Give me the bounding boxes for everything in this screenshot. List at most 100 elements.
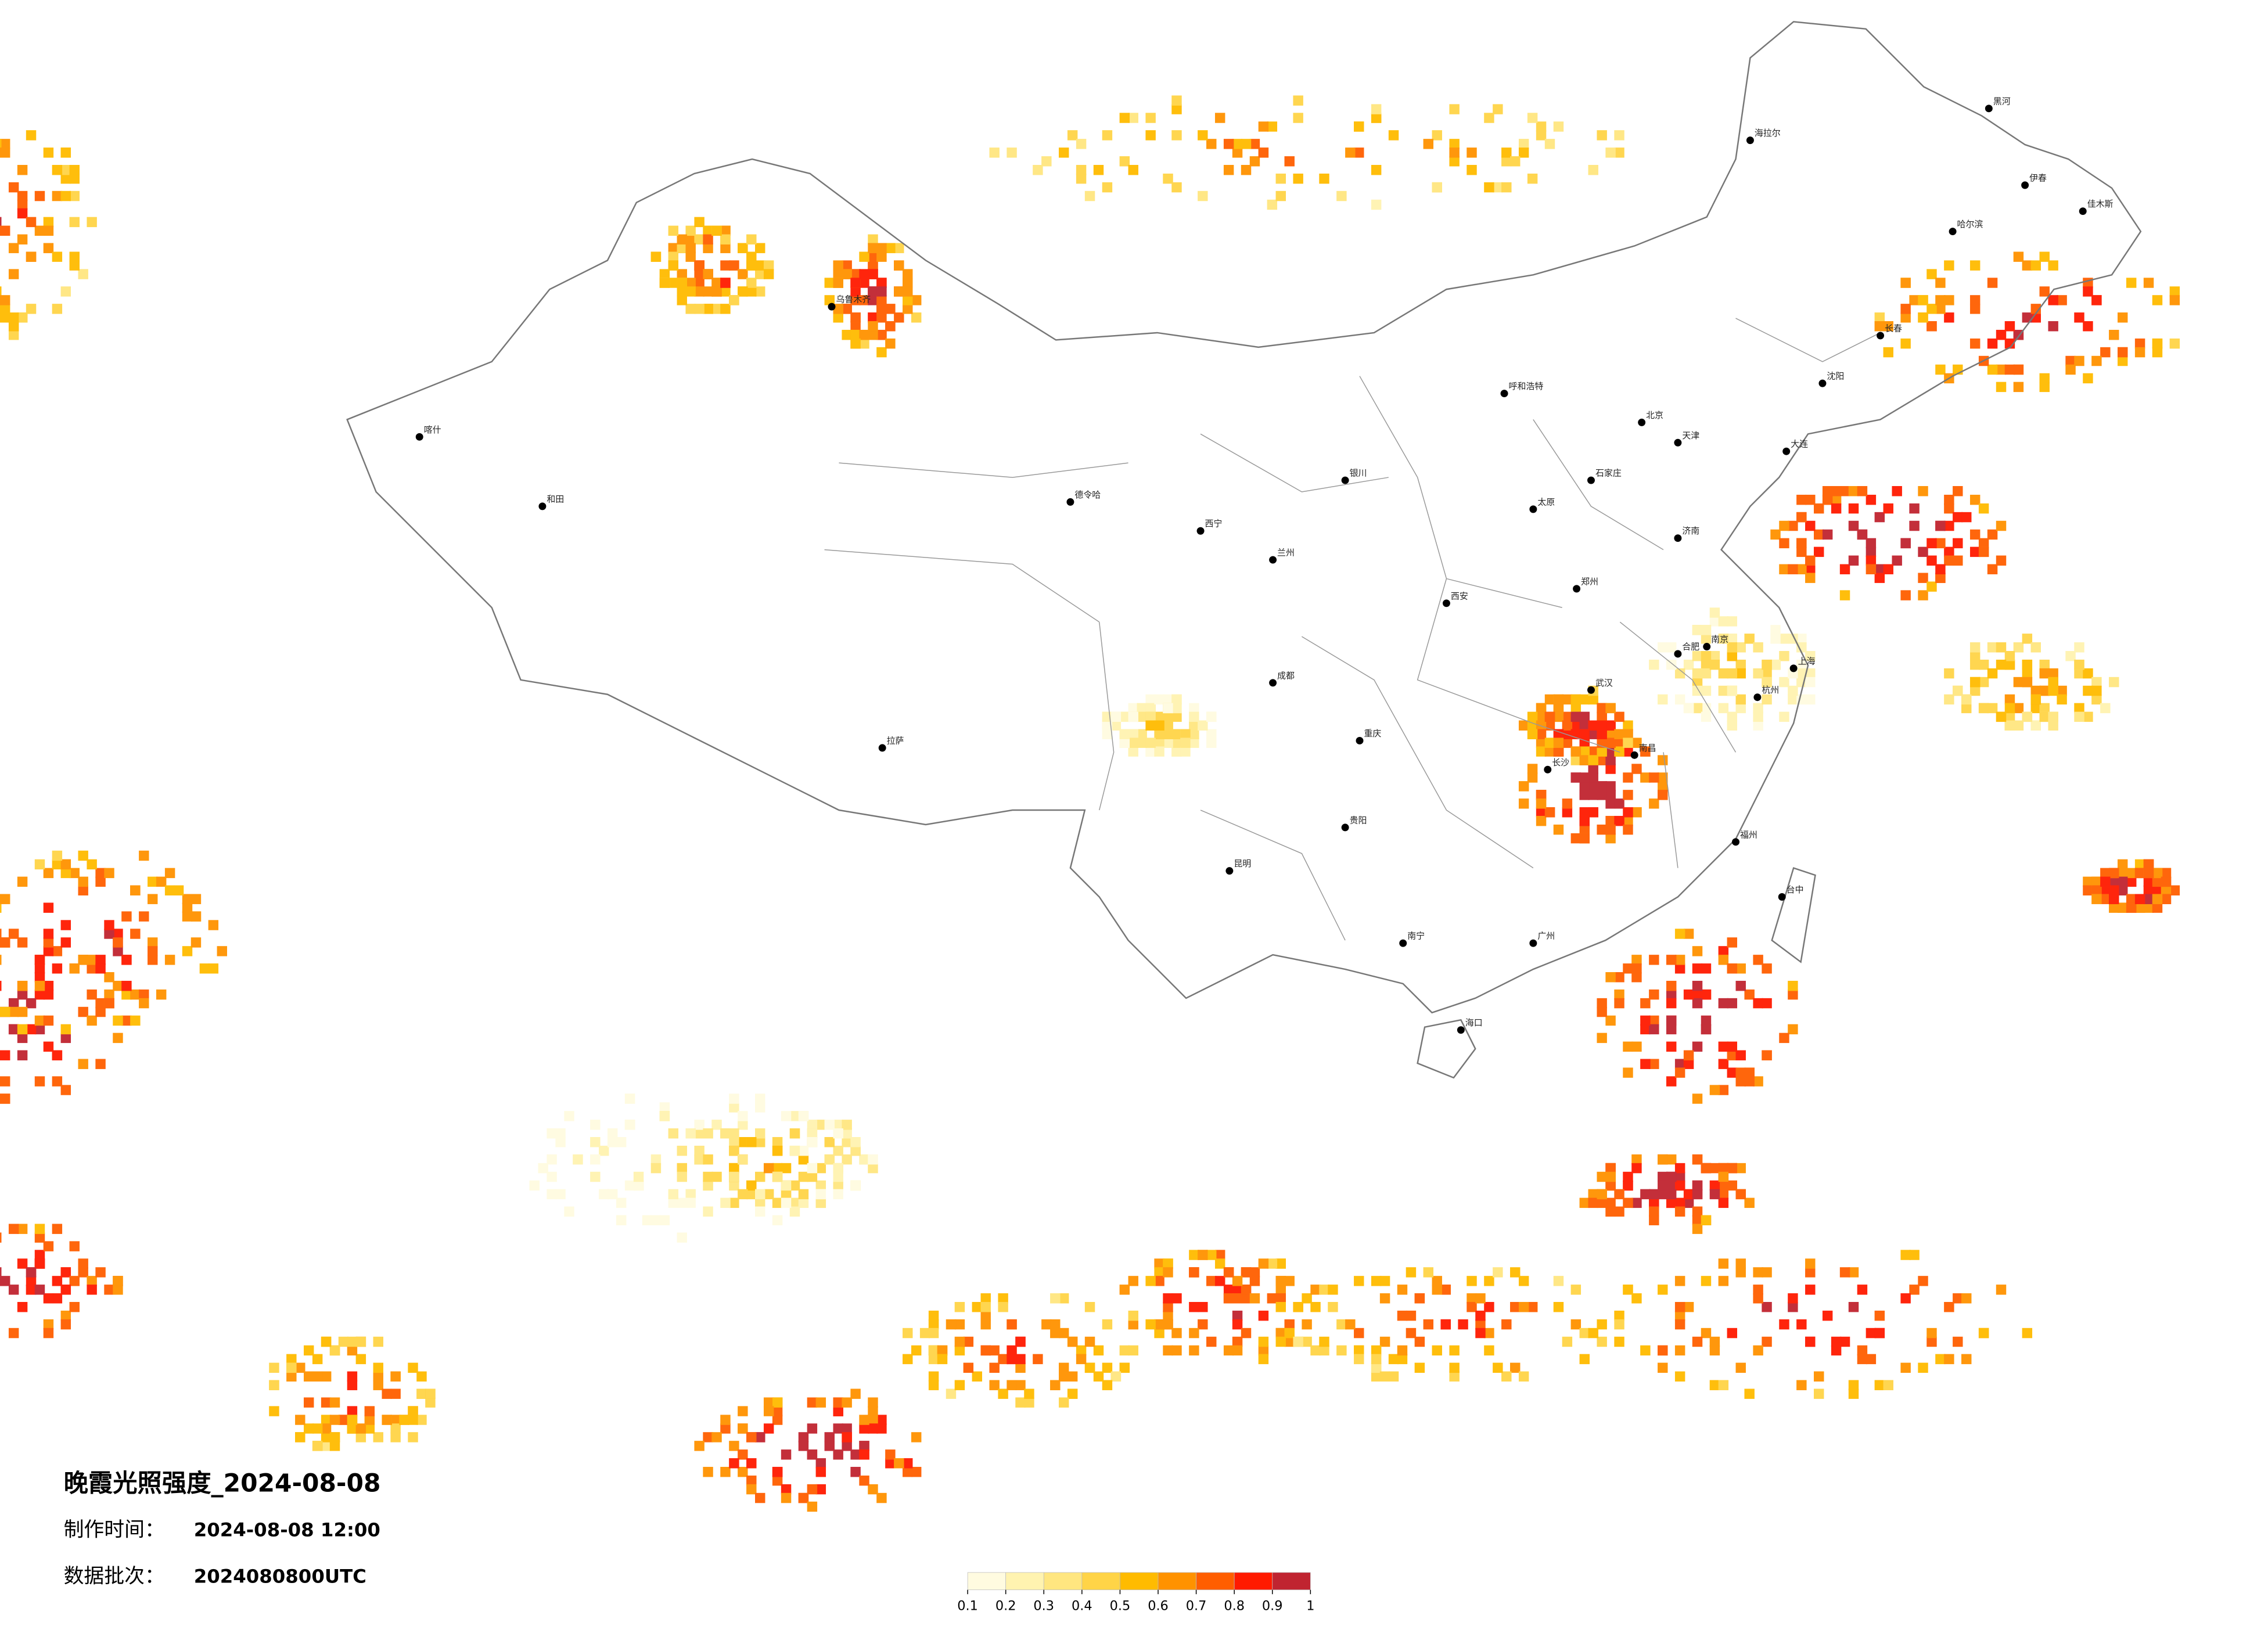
field-cell bbox=[1701, 1015, 1712, 1026]
field-cell bbox=[772, 1406, 783, 1416]
field-cell bbox=[17, 312, 28, 323]
field-cell bbox=[1744, 1197, 1755, 1208]
field-cell bbox=[1605, 148, 1616, 158]
field-cell bbox=[8, 321, 19, 332]
field-cell bbox=[1953, 1336, 1963, 1347]
field-cell bbox=[60, 173, 71, 184]
field-cell bbox=[1623, 790, 1633, 800]
field-cell bbox=[1848, 1388, 1859, 1399]
field-cell bbox=[903, 286, 913, 297]
city-dot bbox=[1341, 476, 1349, 484]
city-dot bbox=[415, 433, 423, 441]
field-cell bbox=[815, 1466, 826, 1477]
field-cell bbox=[364, 1423, 375, 1434]
field-cell bbox=[1674, 929, 1685, 939]
field-cell bbox=[425, 1388, 436, 1399]
field-cell bbox=[60, 164, 71, 175]
field-cell bbox=[1423, 139, 1434, 149]
field-cell bbox=[1007, 1380, 1017, 1390]
colorbar-box bbox=[1158, 1572, 1196, 1591]
field-cell bbox=[312, 1371, 323, 1382]
field-cell bbox=[17, 199, 28, 210]
field-cell bbox=[104, 929, 114, 939]
field-cell bbox=[0, 980, 2, 991]
field-cell bbox=[1753, 711, 1763, 722]
field-cell bbox=[1805, 564, 1816, 574]
field-cell bbox=[390, 1432, 401, 1442]
field-cell bbox=[17, 190, 28, 202]
field-cell bbox=[1084, 1301, 1095, 1312]
field-cell bbox=[564, 1111, 574, 1121]
field-cell bbox=[1631, 807, 1642, 818]
field-cell bbox=[850, 329, 861, 340]
field-cell bbox=[1996, 520, 2007, 531]
field-cell bbox=[868, 321, 878, 332]
city-dot bbox=[878, 744, 886, 752]
field-cell bbox=[148, 876, 158, 887]
field-cell bbox=[1674, 668, 1685, 679]
field-cell bbox=[1727, 720, 1738, 731]
field-cell bbox=[1267, 121, 1278, 132]
field-cell bbox=[286, 1354, 297, 1365]
field-cell bbox=[69, 173, 80, 184]
field-cell bbox=[1015, 1380, 1026, 1390]
field-cell bbox=[729, 1102, 739, 1113]
field-cell bbox=[1328, 1301, 1338, 1312]
intensity-field bbox=[0, 95, 2180, 1512]
field-cell bbox=[1623, 1197, 1633, 1208]
field-cell bbox=[1249, 1267, 1260, 1278]
field-cell bbox=[2083, 286, 2093, 297]
field-cell bbox=[1214, 1276, 1225, 1286]
field-cell bbox=[1727, 1180, 1738, 1191]
field-cell bbox=[1753, 668, 1763, 679]
field-cell bbox=[694, 260, 705, 271]
field-cell bbox=[17, 1224, 28, 1234]
field-cell bbox=[1866, 494, 1877, 505]
field-cell bbox=[590, 1171, 601, 1182]
field-cell bbox=[95, 998, 106, 1009]
field-cell bbox=[1857, 486, 1868, 497]
field-cell bbox=[1631, 1041, 1642, 1052]
field-cell bbox=[1709, 1380, 1720, 1390]
field-cell bbox=[1475, 1319, 1486, 1330]
field-cell bbox=[1319, 173, 1329, 184]
field-cell bbox=[1536, 738, 1547, 748]
field-cell bbox=[1727, 1041, 1738, 1052]
field-cell bbox=[1735, 1163, 1746, 1174]
field-cell bbox=[1874, 564, 1885, 574]
field-cell bbox=[1570, 1285, 1582, 1295]
field-cell bbox=[1666, 1041, 1677, 1052]
field-cell bbox=[2109, 876, 2119, 887]
field-cell bbox=[833, 1449, 843, 1460]
colorbar-box bbox=[1005, 1572, 1044, 1591]
field-cell bbox=[1371, 199, 1382, 210]
field-cell bbox=[1944, 312, 1954, 323]
field-cell bbox=[1658, 694, 1668, 705]
field-cell bbox=[113, 929, 123, 939]
field-cell bbox=[903, 1354, 913, 1365]
field-cell bbox=[833, 1128, 843, 1139]
field-cell bbox=[1666, 1180, 1677, 1191]
field-cell bbox=[1163, 1345, 1173, 1356]
field-cell bbox=[798, 1189, 809, 1200]
field-cell bbox=[1597, 998, 1607, 1009]
field-cell bbox=[833, 1189, 843, 1200]
field-cell bbox=[0, 139, 10, 149]
field-cell bbox=[1119, 1345, 1130, 1356]
field-cell bbox=[2152, 894, 2163, 904]
field-cell bbox=[1258, 1354, 1269, 1365]
field-cell bbox=[0, 929, 2, 939]
field-cell bbox=[763, 260, 774, 271]
field-cell bbox=[1406, 1310, 1417, 1321]
field-cell bbox=[1770, 659, 1781, 670]
field-cell bbox=[980, 1345, 991, 1356]
field-cell bbox=[694, 217, 705, 228]
field-cell bbox=[1102, 1362, 1113, 1373]
field-cell bbox=[1579, 781, 1590, 792]
field-cell bbox=[164, 885, 175, 895]
field-cell bbox=[1718, 668, 1729, 679]
field-cell bbox=[1753, 1285, 1763, 1295]
field-cell bbox=[1336, 1319, 1347, 1330]
field-cell bbox=[876, 312, 887, 323]
field-cell bbox=[1518, 1276, 1529, 1286]
